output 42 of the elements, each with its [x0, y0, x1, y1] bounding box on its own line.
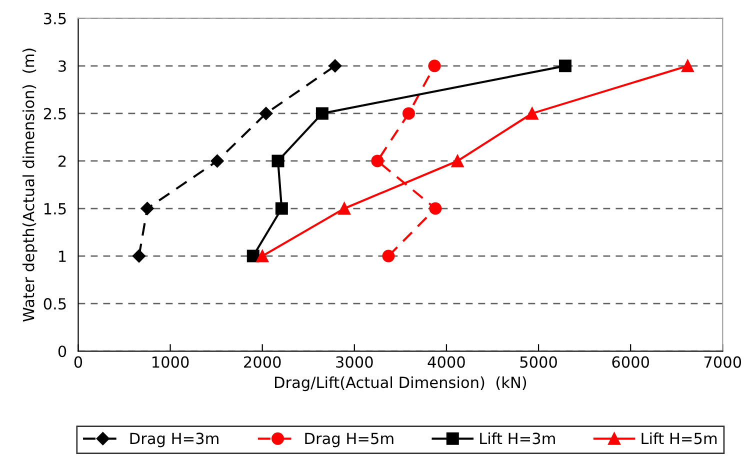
y-tick-label: 0 [58, 346, 66, 358]
point [259, 106, 273, 120]
x-tick-label: 2000 [244, 356, 281, 368]
point [681, 60, 694, 72]
legend-label: Lift H=5m [642, 432, 717, 444]
y-tick-label: 1.5 [44, 203, 66, 215]
point [210, 154, 224, 168]
point [272, 154, 284, 168]
point [526, 107, 538, 120]
point [558, 60, 572, 72]
point [338, 202, 351, 215]
x-tick-label: 5000 [520, 356, 557, 368]
point [246, 250, 260, 262]
y-tick-label: 1 [59, 250, 66, 262]
point [371, 154, 384, 168]
y-tick-label: 2 [58, 155, 66, 167]
y-tick-label: 3 [58, 60, 66, 72]
point [328, 59, 342, 72]
x-tick-label: 0 [74, 356, 82, 368]
legend-label: Drag H=5m [305, 432, 394, 448]
y-tick-label: 0.5 [44, 298, 66, 310]
x-axis-title: Drag/Lift(Actual Dimension) (kN) [275, 376, 526, 392]
x-tick-label: 3000 [336, 356, 373, 368]
point [402, 107, 415, 120]
point [451, 154, 464, 168]
point [132, 249, 146, 263]
x-tick-label: 4000 [428, 356, 465, 368]
x-tick-label: 1000 [152, 356, 189, 368]
point [140, 202, 154, 216]
y-tick-label: 2.5 [44, 108, 66, 120]
x-tick-label: 7000 [704, 356, 742, 368]
point [256, 250, 269, 262]
point [428, 60, 441, 72]
legend-label: Lift H=3m [480, 432, 555, 444]
x-tick-label: 6000 [612, 356, 650, 368]
point [316, 107, 328, 120]
y-axis-title: Water depth(Actual dimension) (m) [22, 48, 38, 322]
legend-label: Drag H=3m [130, 432, 218, 448]
point [382, 250, 395, 262]
point [429, 202, 442, 215]
y-tick-label: 3.5 [44, 12, 66, 24]
point [275, 202, 288, 215]
